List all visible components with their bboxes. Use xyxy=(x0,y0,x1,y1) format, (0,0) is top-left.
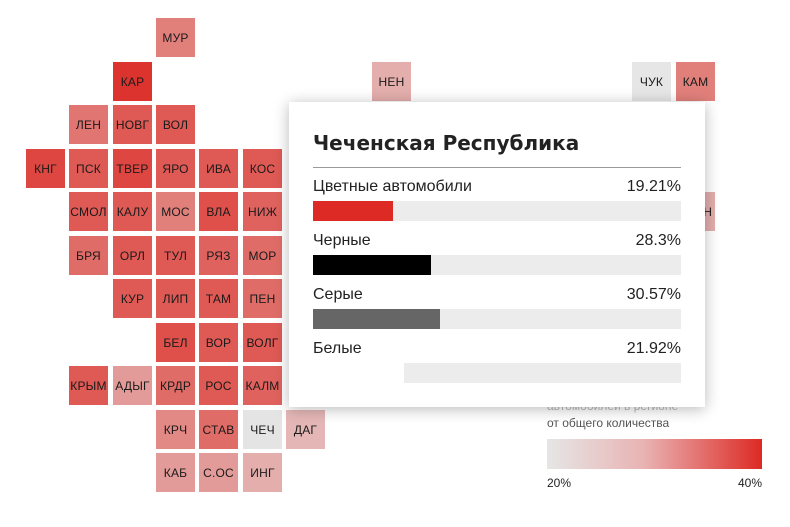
region-tile[interactable]: НИЖ xyxy=(243,192,282,231)
region-tile[interactable]: МОС xyxy=(156,192,195,231)
region-tile[interactable]: ТВЕР xyxy=(113,149,152,188)
region-tile[interactable]: КАР xyxy=(113,62,152,101)
region-tile[interactable]: ЯРО xyxy=(156,149,195,188)
region-tile[interactable]: ИВА xyxy=(199,149,238,188)
tooltip-row: Цветные автомобили 19.21% xyxy=(313,178,681,232)
tooltip-row-label: Черные xyxy=(313,232,371,249)
region-tile[interactable]: ДАГ xyxy=(286,410,325,449)
region-tile[interactable]: ВЛА xyxy=(199,192,238,231)
region-tile[interactable]: СТАВ xyxy=(199,410,238,449)
tooltip-bar-track xyxy=(313,363,681,383)
region-tile[interactable]: КАБ xyxy=(156,453,195,492)
tooltip-row-value: 28.3% xyxy=(635,232,681,249)
tooltip-row-label: Серые xyxy=(313,286,363,303)
tooltip-row-value: 21.92% xyxy=(626,340,681,357)
region-tile[interactable]: ЧУК xyxy=(632,62,671,101)
tooltip-title: Чеченская Республика xyxy=(313,131,580,155)
tooltip-bar-track xyxy=(313,255,681,275)
region-tile[interactable]: ТУЛ xyxy=(156,236,195,275)
region-tile[interactable]: С.ОС xyxy=(199,453,238,492)
region-tile[interactable]: КУР xyxy=(113,279,152,318)
region-tile[interactable]: АДЫГ xyxy=(113,366,152,405)
tooltip-row-label: Белые xyxy=(313,340,362,357)
region-tile[interactable]: СМОЛ xyxy=(69,192,108,231)
legend-gradient-bar xyxy=(547,439,762,469)
tooltip-bar-track xyxy=(313,309,681,329)
tooltip-row: Серые 30.57% xyxy=(313,286,681,340)
region-tile[interactable]: ЛИП xyxy=(156,279,195,318)
region-tile[interactable]: ОРЛ xyxy=(113,236,152,275)
tooltip-bar-fill xyxy=(313,363,404,383)
region-tile[interactable]: ВОР xyxy=(199,323,238,362)
region-tile[interactable]: ТАМ xyxy=(199,279,238,318)
tooltip-bar-track xyxy=(313,201,681,221)
region-tile[interactable]: БРЯ xyxy=(69,236,108,275)
region-tile[interactable]: ЛЕН xyxy=(69,105,108,144)
region-tile[interactable]: МОР xyxy=(243,236,282,275)
region-tile[interactable]: КРДР xyxy=(156,366,195,405)
region-tile[interactable]: ВОЛ xyxy=(156,105,195,144)
tooltip-row: Черные 28.3% xyxy=(313,232,681,286)
tooltip-bar-fill xyxy=(313,255,431,275)
region-tile[interactable]: КАЛМ xyxy=(243,366,282,405)
tooltip-rows: Цветные автомобили 19.21% Черные 28.3% Серые… xyxy=(313,178,681,394)
region-tile[interactable]: КРЫМ xyxy=(69,366,108,405)
region-tile[interactable]: ЧЕЧ xyxy=(243,410,282,449)
tooltip-row-value: 19.21% xyxy=(626,178,681,195)
region-tile[interactable]: НЕН xyxy=(372,62,411,101)
region-tile[interactable]: КАМ xyxy=(676,62,715,101)
region-tile[interactable]: МУР xyxy=(156,18,195,57)
region-tile[interactable]: БЕЛ xyxy=(156,323,195,362)
tooltip-divider xyxy=(313,167,681,168)
region-tile[interactable]: КАЛУ xyxy=(113,192,152,231)
region-tile[interactable]: РОС xyxy=(199,366,238,405)
region-tile[interactable]: КОС xyxy=(243,149,282,188)
legend-title-line2: от общего количества xyxy=(547,416,670,430)
tooltip-row-value: 30.57% xyxy=(626,286,681,303)
tooltip-bar-fill xyxy=(313,201,393,221)
legend-min-label: 20% xyxy=(547,476,572,490)
region-tile[interactable]: РЯЗ xyxy=(199,236,238,275)
region-tile[interactable]: КРЧ xyxy=(156,410,195,449)
legend-max-label: 40% xyxy=(737,476,762,490)
tooltip-row-label: Цветные автомобили xyxy=(313,178,472,195)
region-tile[interactable]: ИНГ xyxy=(243,453,282,492)
region-tile[interactable]: КНГ xyxy=(26,149,65,188)
region-tile[interactable]: ПЕН xyxy=(243,279,282,318)
region-tooltip: Чеченская Республика Цветные автомобили 1… xyxy=(289,102,705,407)
region-tile[interactable]: ПСК xyxy=(69,149,108,188)
tooltip-bar-fill xyxy=(313,309,440,329)
region-tile[interactable]: НОВГ xyxy=(113,105,152,144)
tooltip-row: Белые 21.92% xyxy=(313,340,681,394)
region-tile[interactable]: ВОЛГ xyxy=(243,323,282,362)
